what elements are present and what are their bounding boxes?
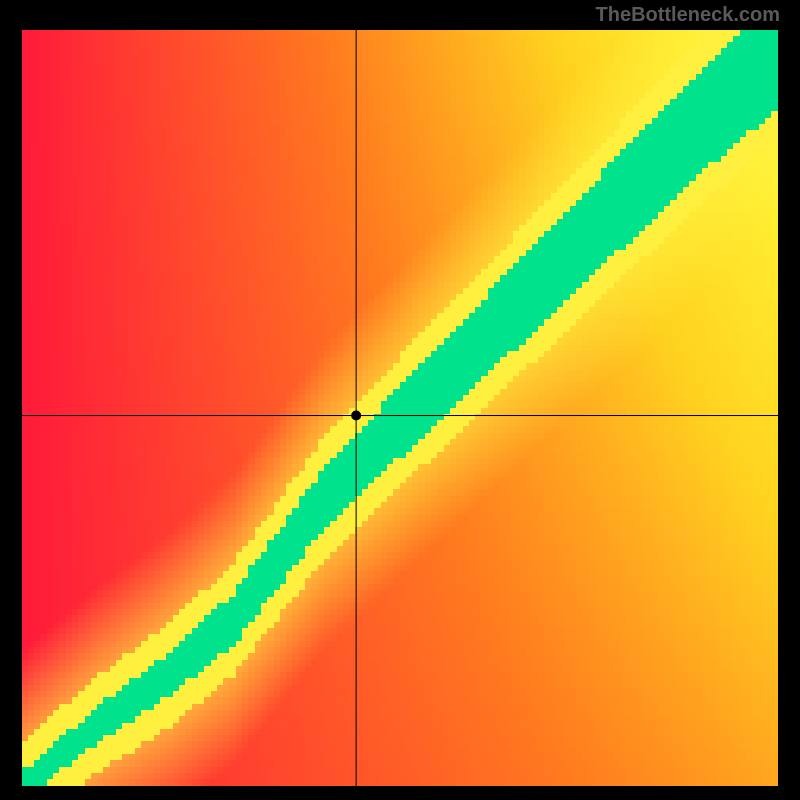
chart-container: TheBottleneck.com (0, 0, 800, 800)
watermark-text: TheBottleneck.com (596, 4, 780, 27)
heatmap-plot (22, 30, 778, 786)
heatmap-canvas (22, 30, 778, 786)
